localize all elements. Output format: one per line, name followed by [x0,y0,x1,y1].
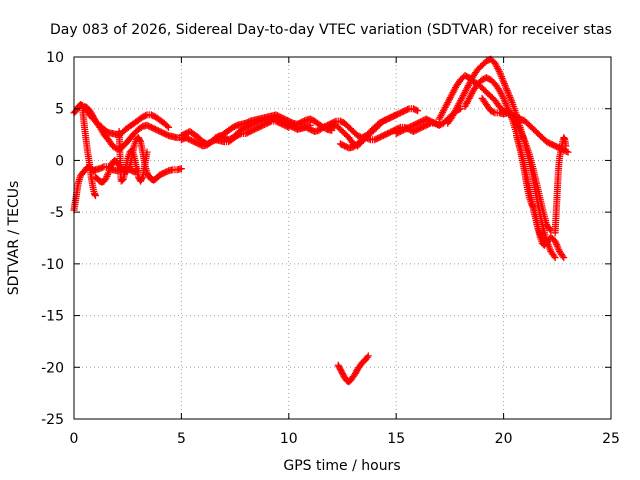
data-point [499,93,507,101]
axis-ticks: 0 5 10 15 20 25 -25 -20 -15 -10 -5 0 5 10 [41,50,620,447]
data-point [542,238,550,246]
y-tick-label: -15 [41,309,64,325]
series-track-m [392,105,465,138]
x-axis-label: GPS time / hours [283,458,400,474]
data-point [414,107,422,115]
series-track-r [512,132,551,249]
x-tick-label: 10 [280,431,298,447]
data-point [562,142,570,150]
data-point [236,130,244,138]
y-tick-label: -5 [50,205,64,221]
data-point [412,106,420,114]
chart-title: Day 083 of 2026, Sidereal Day-to-day VTE… [50,22,612,38]
data-point [143,148,151,156]
data-point [364,352,372,360]
data-point [550,252,558,260]
data-point [404,105,412,113]
x-tick-label: 5 [177,431,186,447]
plot-frame [73,56,612,420]
data-point [91,192,99,200]
data-point [563,147,571,155]
data-point [529,203,537,211]
x-tick-label: 20 [495,431,513,447]
data-point [560,254,568,262]
y-tick-label: 0 [55,153,64,169]
data-point [363,353,371,361]
data-point [516,126,524,134]
y-tick-label: -20 [41,360,64,376]
data-point [136,136,144,144]
series-track-t [334,352,372,386]
data-point [490,108,498,116]
data-point [177,165,185,173]
data-point [163,122,171,130]
series-track-l [336,119,443,152]
data-point [543,237,551,245]
data-point [551,254,559,262]
x-tick-label: 25 [602,431,620,447]
data-point [118,176,126,184]
series-track-s [551,134,570,237]
x-tick-label: 0 [70,431,79,447]
series-track-c [81,103,190,153]
y-tick-label: 10 [46,50,64,66]
y-axis-label: SDTVAR / TECUs [6,181,22,296]
data-point [99,163,107,171]
y-tick-label: 5 [55,102,64,118]
data-point [494,66,502,74]
data-point [142,112,150,120]
y-tick-label: -25 [41,412,64,428]
data-point [559,252,567,260]
data-point [165,123,173,131]
data-point [138,174,146,182]
series-track-q [478,94,555,235]
x-tick-label: 15 [387,431,405,447]
series-track-f [115,127,151,185]
y-tick-label: -10 [41,257,64,273]
data-points [70,55,572,386]
data-point [564,148,572,156]
data-point [365,135,373,143]
series-track-h [177,117,293,150]
series-track-d [79,105,99,200]
series-track-a [70,101,173,139]
grid [74,57,611,419]
